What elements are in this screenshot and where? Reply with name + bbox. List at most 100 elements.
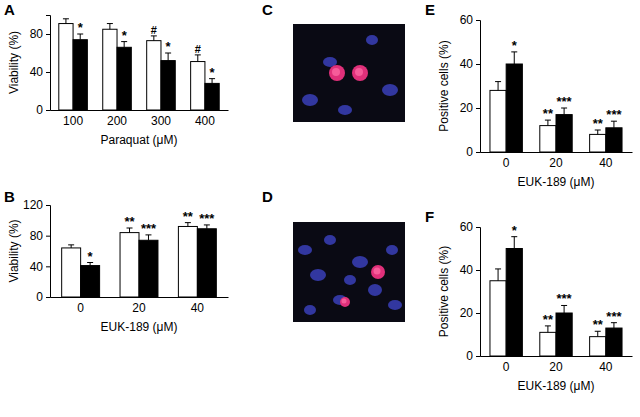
tick-label: 120 xyxy=(23,198,43,212)
stained-nucleus-highlight xyxy=(355,68,363,76)
bar xyxy=(117,47,131,110)
tick-label: 200 xyxy=(107,114,127,128)
significance-marker: *** xyxy=(606,107,622,122)
tick-mark xyxy=(46,297,50,298)
panel-label: A xyxy=(4,1,15,18)
tick: 200 xyxy=(107,110,127,128)
image-panel: C xyxy=(262,1,405,122)
error-bar xyxy=(495,82,501,91)
tick: 20 xyxy=(460,101,480,115)
tick-label: 0 xyxy=(466,145,473,159)
tick-label: 300 xyxy=(151,114,171,128)
tick-label: 0 xyxy=(36,290,43,304)
nucleus xyxy=(386,245,398,255)
axis-line xyxy=(481,356,633,357)
significance-marker: * xyxy=(512,223,518,238)
axis-line xyxy=(476,21,481,153)
tick-label: 40 xyxy=(599,156,613,170)
tick: 0 xyxy=(466,349,480,363)
panel: ***********020406002040EEUK-189 (μM)Posi… xyxy=(425,1,633,189)
tick-mark xyxy=(476,313,480,314)
significance-marker: * xyxy=(166,39,172,54)
tick-mark xyxy=(46,110,50,111)
bar xyxy=(540,332,556,356)
significance-marker: *** xyxy=(141,221,157,236)
bar xyxy=(556,313,572,356)
tick-label: 40 xyxy=(30,65,44,79)
y-axis: 0204060 xyxy=(460,13,481,159)
stained-nucleus xyxy=(352,65,368,81)
tick: 40 xyxy=(599,152,613,170)
tick: 0 xyxy=(503,356,510,374)
bar xyxy=(81,266,100,297)
bar xyxy=(73,40,87,110)
significance-marker: # xyxy=(151,24,157,36)
tick: 20 xyxy=(132,297,146,315)
panel: ***********0408012002040BEUK-189 (μM)Via… xyxy=(4,188,229,334)
tick: 40 xyxy=(599,356,613,374)
tick: 120 xyxy=(23,198,50,212)
significance-marker: *** xyxy=(199,211,215,226)
tick: 60 xyxy=(460,220,480,234)
error-bar xyxy=(511,237,517,249)
significance-marker: # xyxy=(195,43,201,55)
tick-label: 20 xyxy=(549,360,563,374)
nucleus xyxy=(338,105,352,115)
y-axis: 0 40 80 xyxy=(30,16,51,118)
stained-nucleus-highlight xyxy=(342,299,347,304)
stained-nucleus xyxy=(371,265,385,279)
tick-mark xyxy=(46,34,50,35)
bar xyxy=(606,128,622,152)
significance-marker: *** xyxy=(557,291,573,306)
axis-line xyxy=(51,297,229,298)
axis-line xyxy=(51,110,229,111)
significance-marker: ** xyxy=(124,214,135,229)
tick-label: 40 xyxy=(191,301,205,315)
axis-title: Viability (%) xyxy=(7,219,21,282)
micrograph xyxy=(293,24,405,122)
axis-line xyxy=(46,16,51,111)
panel: ***********020406002040FEUK-189 (μM)Posi… xyxy=(425,208,633,393)
stained-nucleus xyxy=(329,65,345,81)
tick: 80 xyxy=(30,27,50,41)
tick-mark xyxy=(46,236,50,237)
bar xyxy=(506,249,522,357)
y-axis: 0 40 80 120 xyxy=(23,198,51,304)
tick: 100 xyxy=(63,110,83,128)
tick-label: 20 xyxy=(460,101,474,115)
tick: 0 xyxy=(36,290,50,304)
stained-nucleus xyxy=(340,297,350,307)
tick-label: 100 xyxy=(63,114,83,128)
significance-marker: ** xyxy=(593,317,604,332)
tick: 20 xyxy=(549,152,563,170)
stained-nucleus-highlight xyxy=(374,268,381,275)
tick-mark xyxy=(476,270,480,271)
x-axis: 0 20 40 xyxy=(481,152,633,170)
tick-label: 0 xyxy=(77,301,84,315)
error-bar xyxy=(63,19,69,24)
tick-label: 0 xyxy=(503,156,510,170)
tick-mark xyxy=(476,152,480,153)
tick-label: 40 xyxy=(30,260,44,274)
tick: 80 xyxy=(30,229,50,243)
axis-title: EUK-189 (μM) xyxy=(518,175,595,189)
tick: 0 xyxy=(36,103,50,117)
bar xyxy=(506,64,522,152)
significance-marker: * xyxy=(210,65,216,80)
axis-line xyxy=(476,228,481,357)
tick-label: 0 xyxy=(466,349,473,363)
bar xyxy=(62,248,81,297)
significance-marker: * xyxy=(88,249,94,264)
nucleus xyxy=(382,84,398,96)
panel-label: B xyxy=(4,188,15,205)
bar xyxy=(59,24,73,110)
x-axis: 0 20 40 xyxy=(51,297,229,315)
panel-label: E xyxy=(425,1,435,18)
error-bar xyxy=(561,305,567,313)
bar xyxy=(139,240,158,297)
axis-title: Positive cells (%) xyxy=(437,40,451,131)
axis-title: Paraquat (μM) xyxy=(101,133,178,147)
panel-label: D xyxy=(262,188,273,205)
tick-label: 60 xyxy=(460,13,474,27)
tick: 40 xyxy=(460,263,480,277)
